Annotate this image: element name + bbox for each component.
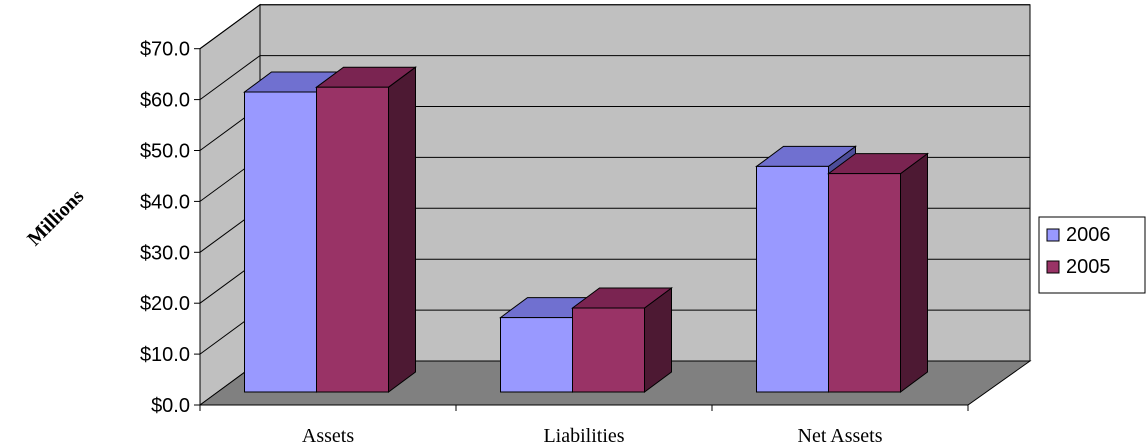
bar-2005-liabilities xyxy=(570,287,674,393)
gridline-side xyxy=(199,55,261,101)
axes xyxy=(194,48,969,411)
legend-label: 2006 xyxy=(1066,224,1111,246)
category-label: Assets xyxy=(302,425,354,447)
category-label: Net Assets xyxy=(798,425,883,447)
bar-2005-assets xyxy=(314,66,418,393)
y-tick-label: $40.0 xyxy=(140,191,190,213)
legend-swatch xyxy=(1046,260,1060,274)
bar-front xyxy=(828,173,901,393)
legend: 2006 2005 xyxy=(1038,216,1146,294)
legend-label: 2005 xyxy=(1066,256,1111,278)
category-labels: Assets Liabilities Net Assets xyxy=(302,425,883,447)
bar-front xyxy=(572,307,645,393)
bar-front xyxy=(500,317,573,393)
bar-front xyxy=(756,165,829,393)
bar-front xyxy=(244,91,317,393)
bars xyxy=(242,66,930,393)
category-label: Liabilities xyxy=(543,425,624,447)
bar-side xyxy=(388,66,416,393)
y-tick-label: $20.0 xyxy=(140,293,190,315)
bar-front xyxy=(316,86,389,393)
y-tick-labels: $0.0 $10.0 $20.0 $30.0 $40.0 $50.0 $60.0 $70.0 xyxy=(140,39,190,417)
y-tick-label: $60.0 xyxy=(140,90,190,112)
y-tick-label: $10.0 xyxy=(140,344,190,366)
y-tick-label: $70.0 xyxy=(140,39,190,61)
y-tick-label: $30.0 xyxy=(140,242,190,264)
y-axis-label: Millions xyxy=(23,185,88,250)
y-tick-label: $50.0 xyxy=(140,141,190,163)
gridline-side xyxy=(199,4,261,50)
bar-2005-net-assets xyxy=(826,152,930,393)
legend-swatch xyxy=(1046,228,1060,242)
bar-side xyxy=(900,152,928,393)
y-tick-label: $0.0 xyxy=(151,395,190,417)
